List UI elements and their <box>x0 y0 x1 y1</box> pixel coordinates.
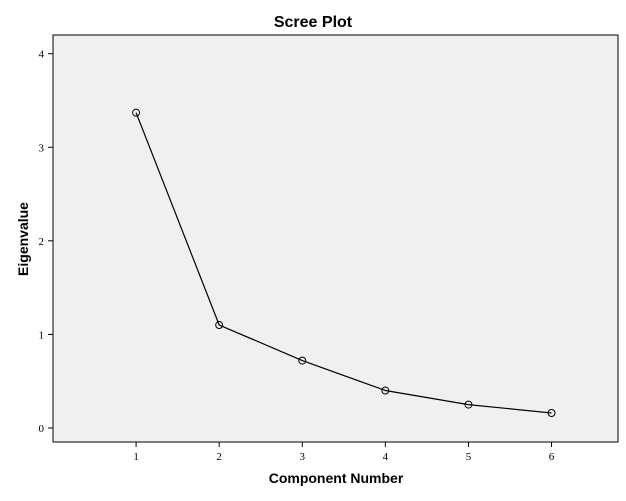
data-point-component-4 <box>381 386 390 395</box>
data-point-component-6 <box>547 408 556 417</box>
y-tick-label-2: 2 <box>39 236 45 248</box>
eigenvalue-series-line <box>135 112 552 414</box>
y-axis-label: Eigenvalue <box>15 202 31 276</box>
x-tick-label-6: 6 <box>549 451 555 463</box>
data-point-component-5 <box>464 400 473 409</box>
chart-title: Scree Plot <box>274 14 353 31</box>
plot-area <box>52 34 619 443</box>
data-point-component-3 <box>298 356 307 365</box>
x-axis-label: Component Number <box>269 470 404 486</box>
x-tick-label-2: 2 <box>216 451 222 463</box>
x-tick-label-5: 5 <box>466 451 472 463</box>
data-point-component-1 <box>132 108 141 117</box>
y-tick-label-1: 1 <box>39 329 45 341</box>
x-tick-label-4: 4 <box>383 451 389 463</box>
y-axis-ticks: 0 1 2 3 4 <box>39 49 53 435</box>
y-tick-label-3: 3 <box>39 142 45 154</box>
data-point-component-2 <box>215 321 224 330</box>
x-axis-ticks: 1 2 3 4 5 6 <box>133 442 555 463</box>
x-tick-label-1: 1 <box>133 451 139 463</box>
y-tick-label-0: 0 <box>39 423 45 435</box>
y-tick-label-4: 4 <box>39 49 45 61</box>
x-tick-label-3: 3 <box>300 451 306 463</box>
data-points <box>132 108 556 417</box>
